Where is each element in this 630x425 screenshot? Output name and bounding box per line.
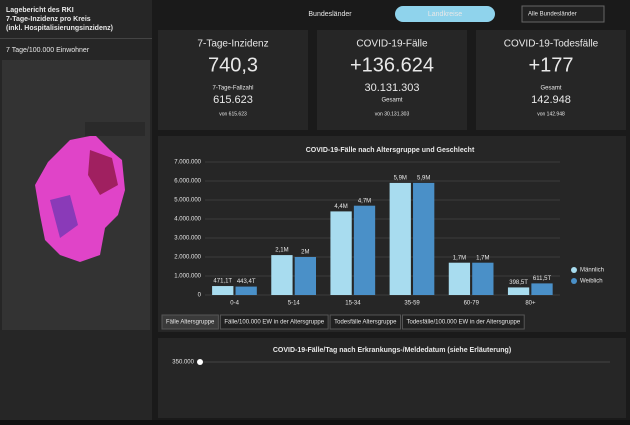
bar-label: 1,7M (453, 255, 466, 261)
card-sublabel: Gesamt (540, 86, 561, 92)
card-sublabel: 7-Tage-Fallzahl (212, 86, 253, 92)
bar (413, 182, 435, 295)
y-tick-label: 6.000.000 (174, 179, 201, 185)
card (158, 30, 308, 130)
daily-panel (158, 338, 626, 418)
card-note: von 30.131.303 (375, 111, 410, 117)
bar (294, 257, 316, 295)
card-subvalue: 615.623 (213, 94, 253, 106)
card-value: +136.624 (350, 54, 434, 76)
map-tools[interactable] (85, 122, 145, 136)
card-title: COVID-19-Fälle (356, 39, 428, 50)
card-title: 7-Tage-Inzidenz (197, 39, 268, 50)
bar-label: 611,5T (533, 276, 552, 282)
y-tick-label: 2.000.000 (174, 255, 201, 261)
tab[interactable]: Bundesländer (308, 11, 352, 18)
y-tick-label: 7.000.000 (174, 160, 201, 166)
bar-label: 2M (301, 250, 309, 256)
y-tick-label: 4.000.000 (174, 217, 201, 223)
bar (353, 205, 376, 295)
x-tick-label: 15-34 (345, 301, 361, 307)
bar (531, 283, 553, 295)
bar (507, 287, 530, 295)
slider-handle[interactable] (197, 359, 203, 365)
legend-label: Männlich (580, 268, 604, 274)
bar-label: 471,1T (213, 279, 232, 285)
bar (389, 182, 411, 295)
card (476, 30, 626, 130)
y-tick-label: 5.000.000 (174, 198, 201, 204)
bar (271, 255, 293, 295)
bar-label: 5,9M (417, 175, 430, 181)
card-title: COVID-19-Todesfälle (504, 39, 599, 50)
chart-tab[interactable] (329, 314, 401, 330)
map-region (88, 150, 118, 195)
tab-active-label: Landkreise (428, 11, 462, 18)
chart-title: COVID-19-Fälle nach Altersgruppe und Ges… (306, 147, 475, 154)
bar-label: 4,7M (358, 198, 371, 204)
bar-label: 4,4M (334, 204, 347, 210)
x-tick-label: 35-59 (404, 301, 420, 307)
x-tick-label: 60-79 (464, 301, 480, 307)
tab-active[interactable] (395, 6, 495, 22)
bar-label: 1,7M (476, 255, 489, 261)
legend-swatch (571, 278, 577, 284)
x-tick-label: 0-4 (230, 301, 239, 307)
bar (212, 286, 234, 295)
card-subvalue: 30.131.303 (364, 82, 419, 94)
sidebar-title: 7-Tage-Inzidenz pro Kreis (6, 16, 91, 23)
chart-tab[interactable] (401, 314, 525, 330)
dropdown-label: Alle Bundesländer (528, 12, 577, 18)
legend-swatch (571, 267, 577, 273)
y-tick-label: 1.000.000 (174, 274, 201, 280)
x-tick-label: 80+ (525, 301, 536, 307)
card-note: von 615.623 (219, 111, 247, 117)
chart-tab-label: Fälle/100.000 EW in der Altersgruppe (224, 320, 324, 326)
y-tick-label: 3.000.000 (174, 236, 201, 242)
bar (330, 211, 352, 295)
sidebar-title: Lagebericht des RKI (6, 7, 74, 14)
chart-tab[interactable] (161, 314, 219, 330)
bar (235, 286, 257, 295)
card-note: von 142.948 (537, 111, 565, 117)
bar-label: 5,9M (394, 175, 407, 181)
dropdown[interactable] (521, 5, 605, 23)
chart-tab-label: Todesfälle/100.000 EW in der Altersgrupp… (406, 320, 520, 326)
card-value: +177 (528, 54, 573, 76)
card-value: 740,3 (208, 54, 258, 76)
map-label: 7 Tage/100.000 Einwohner (6, 47, 90, 54)
card-sublabel: Gesamt (381, 98, 402, 104)
bar (448, 262, 471, 295)
legend-label: Weiblich (580, 279, 603, 285)
bar (472, 262, 494, 295)
chart-tab-label: Fälle Altersgruppe (166, 320, 215, 326)
daily-tick: 350.000 (172, 360, 194, 366)
chart-tab[interactable] (219, 314, 329, 330)
bar-label: 398,5T (509, 280, 528, 286)
daily-title: COVID-19-Fälle/Tag nach Erkrankungs-/Mel… (273, 347, 511, 354)
x-tick-label: 5-14 (288, 301, 301, 307)
divider (0, 38, 152, 39)
y-tick-label: 0 (198, 293, 202, 299)
sidebar-title: (inkl. Hospitalisierungsinzidenz) (6, 25, 113, 32)
card (317, 30, 467, 130)
card-subvalue: 142.948 (531, 94, 571, 106)
map-region (50, 195, 78, 238)
bar-label: 2,1M (275, 248, 288, 254)
bar-label: 443,4T (237, 279, 256, 285)
chart-tab-label: Todesfälle Altersgruppe (334, 320, 397, 326)
